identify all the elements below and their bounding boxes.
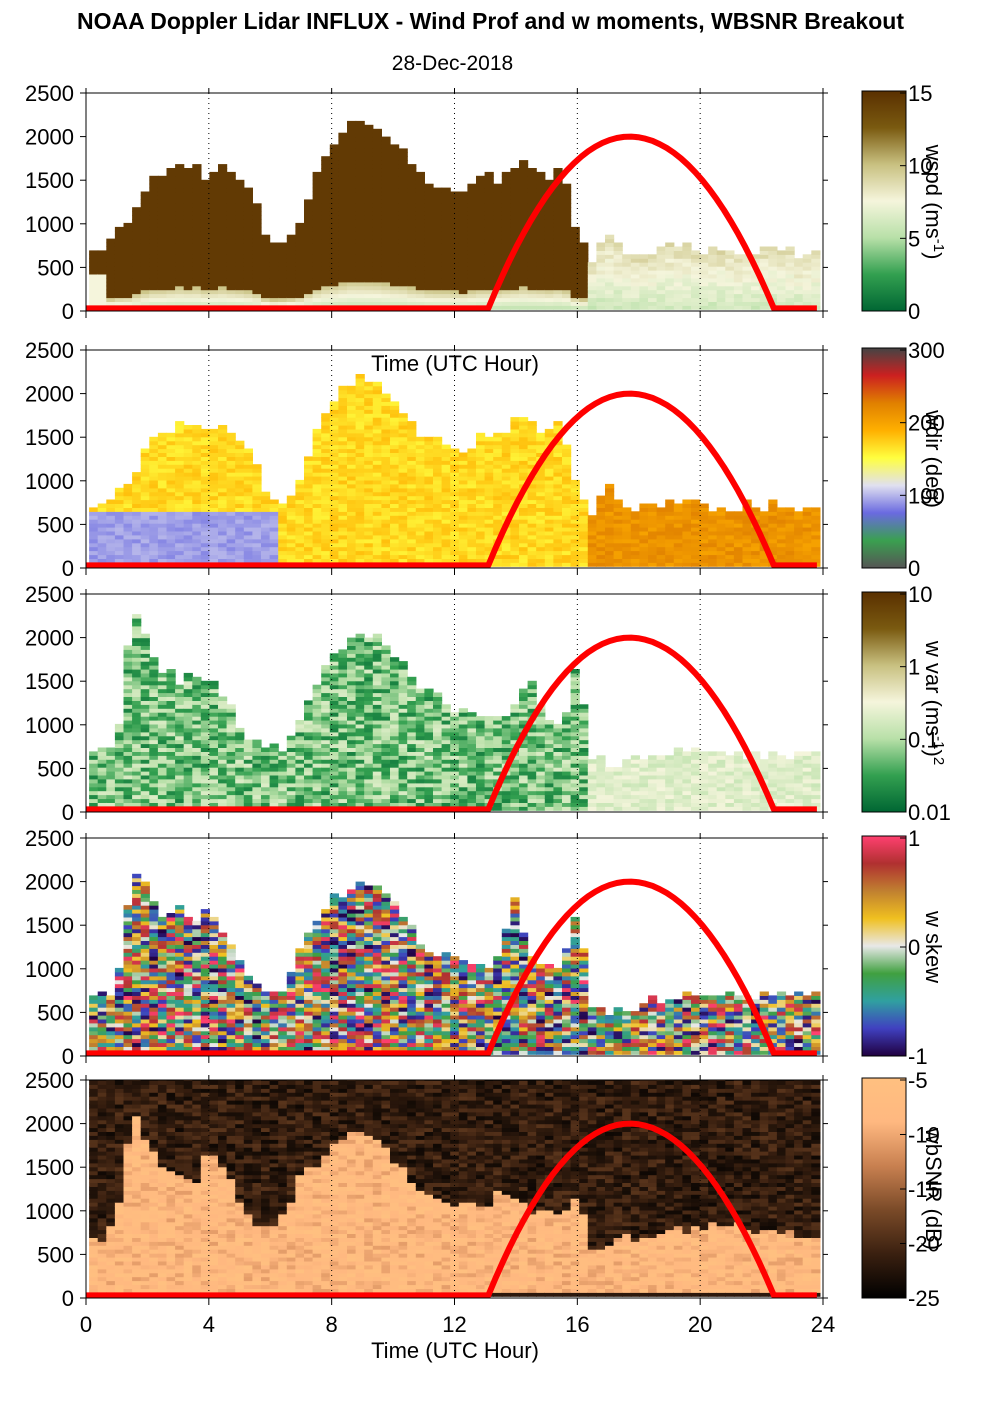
- colorbar-wbSNR: -25 -20 -15 -10 -5 wbSNR (dB): [861, 1068, 946, 1311]
- heatmap-cells: [89, 614, 821, 811]
- colorbar-tick-label: 1: [908, 826, 920, 851]
- y-tick-label: 0: [62, 299, 74, 324]
- colorbar-tick-label: -1: [908, 1044, 928, 1069]
- colorbar-tick-label: 5: [908, 226, 920, 251]
- y-tick-label: 2000: [25, 1112, 74, 1137]
- y-tick-label: 1500: [25, 669, 74, 694]
- y-tick-label: 1500: [25, 913, 74, 938]
- colorbar-gradient: [861, 835, 907, 1057]
- colorbar-tick-label: -15: [908, 1177, 940, 1202]
- y-tick-label: 1000: [25, 469, 74, 494]
- colorbar-tick-label: 200: [908, 411, 945, 436]
- x-tick-label: 4: [203, 1312, 215, 1337]
- y-tick-label: 1500: [25, 1155, 74, 1180]
- y-tick-label: 2000: [25, 382, 74, 407]
- y-tick-label: 2500: [25, 338, 74, 363]
- colorbar-gradient: [861, 347, 907, 569]
- x-tick-label: 0: [80, 1312, 92, 1337]
- panel-wbSNR: 0 500 1000 1500 2000 2500 0 4 8 12 16 20 24 Time (UTC…: [25, 1068, 946, 1363]
- page-date: 28-Dec-2018: [391, 52, 514, 75]
- colorbar-label: w var (ms-1)2: [921, 640, 948, 765]
- panel-wdir: 0 500 1000 1500 2000 2500 0 100 200 300 wdir (deg): [25, 338, 946, 581]
- x-axis-label: Time (UTC Hour): [371, 1338, 539, 1363]
- y-tick-label: 0: [62, 1044, 74, 1069]
- colorbar-tick-label: -5: [908, 1068, 928, 1093]
- colorbar-tick-label: 300: [908, 338, 945, 363]
- y-tick-label: 1000: [25, 957, 74, 982]
- x-tick-label: 20: [688, 1312, 712, 1337]
- y-tick-label: 0: [62, 1286, 74, 1311]
- colorbar-tick-label: -20: [908, 1232, 940, 1257]
- colorbar-gradient: [861, 90, 907, 312]
- solar-elevation-curve: [86, 634, 817, 813]
- y-tick-label: 2000: [25, 870, 74, 895]
- colorbar-tick-label: 0: [908, 299, 920, 324]
- panel-wspd: 0 500 1000 1500 2000 2500 Time (UTC Hour) 0 5 10 1…: [25, 81, 947, 376]
- x-tick-label: 24: [811, 1312, 835, 1337]
- solar-elevation-curve: [86, 878, 817, 1057]
- solar-elevation-curve: [86, 1120, 817, 1299]
- colorbar-label: wdir (deg): [921, 409, 946, 508]
- y-tick-label: 1000: [25, 1199, 74, 1224]
- y-tick-label: 1000: [25, 212, 74, 237]
- y-tick-label: 500: [37, 512, 74, 537]
- heatmap-cells: [89, 374, 821, 567]
- y-tick-label: 1500: [25, 168, 74, 193]
- x-tick-label: 16: [565, 1312, 589, 1337]
- colorbar-tick-label: 0.1: [908, 727, 939, 752]
- heatmap-cells: [89, 1080, 821, 1297]
- solar-elevation-curve: [86, 390, 817, 569]
- colorbar-tick-label: 1: [908, 655, 920, 680]
- y-tick-label: 2500: [25, 1068, 74, 1093]
- y-tick-label: 2500: [25, 582, 74, 607]
- colorbar-tick-label: 10: [908, 154, 932, 179]
- y-tick-label: 500: [37, 1000, 74, 1025]
- y-tick-label: 1000: [25, 713, 74, 738]
- colorbar-w-var: 0.01 0.1 1 10 w var (ms-1)2: [861, 582, 951, 825]
- colorbar-tick-label: 0: [908, 935, 920, 960]
- x-tick-label: 12: [442, 1312, 466, 1337]
- heatmap-cells: [89, 120, 821, 310]
- y-tick-label: 2000: [25, 125, 74, 150]
- heatmap-cells: [89, 873, 821, 1055]
- page-title: NOAA Doppler Lidar INFLUX - Wind Prof an…: [77, 8, 904, 34]
- y-tick-label: 2500: [25, 81, 74, 106]
- y-tick-label: 500: [37, 756, 74, 781]
- y-tick-label: 2000: [25, 626, 74, 651]
- colorbar-label: wspd (ms-1): [921, 144, 948, 260]
- colorbar-tick-label: 0.01: [908, 800, 951, 825]
- y-tick-label: 500: [37, 255, 74, 280]
- y-tick-label: 0: [62, 556, 74, 581]
- y-tick-label: 2500: [25, 826, 74, 851]
- x-tick-label: 8: [326, 1312, 338, 1337]
- panel-w-skew: 0 500 1000 1500 2000 2500 -1 0 1 w skew: [25, 826, 946, 1069]
- colorbar-tick-label: 0: [908, 556, 920, 581]
- y-tick-label: 0: [62, 800, 74, 825]
- colorbar-tick-label: 100: [908, 483, 945, 508]
- x-axis-label: Time (UTC Hour): [371, 351, 539, 376]
- y-tick-label: 500: [37, 1242, 74, 1267]
- colorbar-w-skew: -1 0 1 w skew: [861, 826, 946, 1069]
- colorbar-label: wbSNR (dB): [921, 1127, 946, 1250]
- panel-w-var: 0 500 1000 1500 2000 2500 0.01 0.1 1 10 w var (ms-…: [25, 582, 951, 825]
- colorbar-wdir: 0 100 200 300 wdir (deg): [861, 338, 946, 581]
- y-tick-label: 1500: [25, 425, 74, 450]
- colorbar-gradient: [861, 591, 907, 813]
- colorbar-tick-label: 15: [908, 81, 932, 106]
- solar-elevation-curve: [86, 133, 817, 312]
- colorbar-tick-label: 10: [908, 582, 932, 607]
- colorbar-tick-label: -10: [908, 1123, 940, 1148]
- colorbar-gradient: [861, 1077, 907, 1299]
- colorbar-tick-label: -25: [908, 1286, 940, 1311]
- colorbar-wspd: 0 5 10 15 wspd (ms-1): [861, 81, 948, 324]
- colorbar-label: w skew: [921, 910, 946, 983]
